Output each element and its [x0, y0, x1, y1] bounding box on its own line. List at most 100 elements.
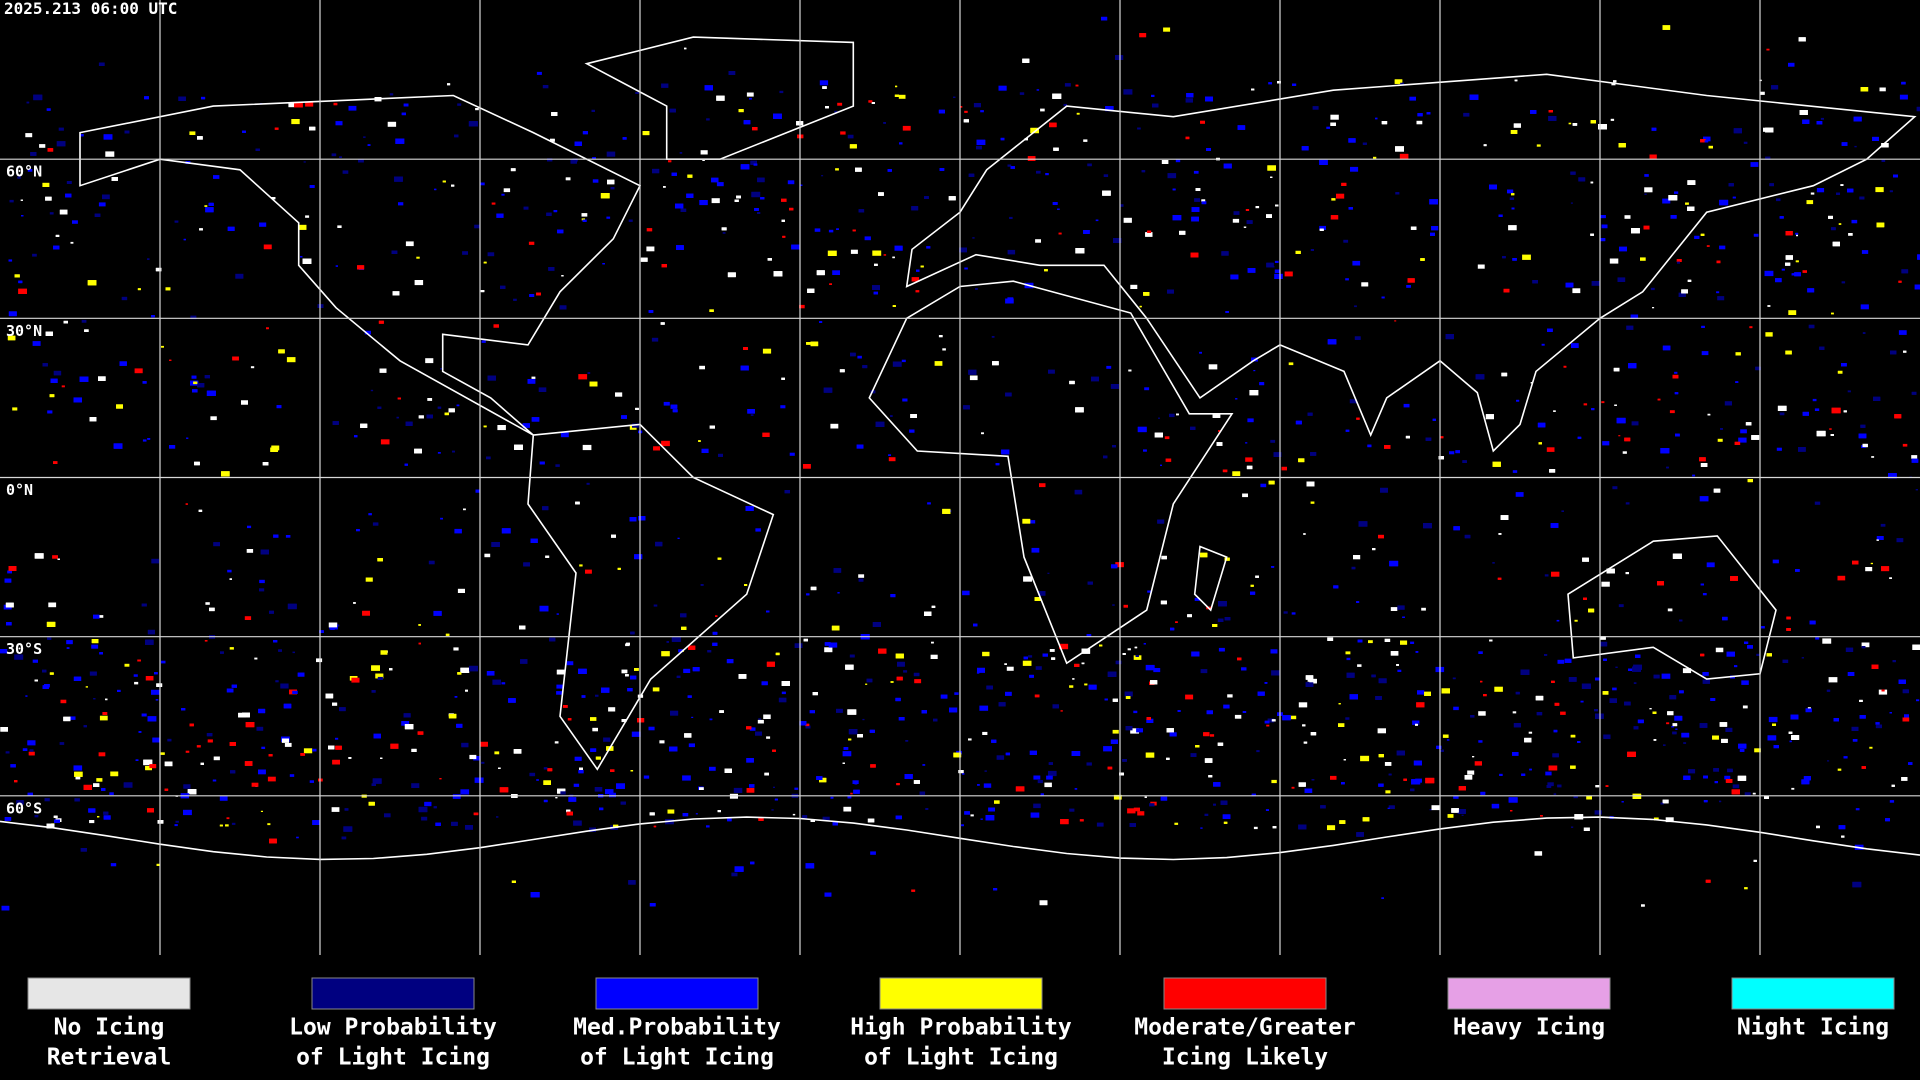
cloud-speckle [1343, 239, 1349, 243]
cloud-speckle [1662, 799, 1669, 804]
cloud-speckle [850, 792, 853, 795]
cloud-speckle [1683, 742, 1687, 744]
cloud-speckle [197, 136, 203, 140]
cloud-speckle [1521, 773, 1526, 776]
cloud-speckle [727, 818, 732, 822]
cloud-speckle [1497, 577, 1502, 580]
cloud-speckle [543, 799, 548, 803]
cloud-speckle [1234, 714, 1242, 719]
cloud-speckle [969, 375, 978, 381]
cloud-speckle [852, 229, 856, 232]
cloud-speckle [1702, 672, 1709, 676]
cloud-speckle [1035, 666, 1042, 670]
cloud-speckle [1204, 813, 1209, 816]
cloud-speckle [1732, 196, 1736, 199]
cloud-speckle [1893, 174, 1898, 178]
cloud-speckle [763, 714, 771, 719]
cloud-speckle [1306, 481, 1315, 487]
cloud-speckle [1042, 653, 1048, 657]
cloud-speckle [1394, 320, 1397, 322]
cloud-speckle [1006, 666, 1014, 671]
cloud-speckle [1599, 641, 1608, 647]
cloud-speckle [1911, 391, 1917, 395]
cloud-speckle [370, 389, 374, 392]
cloud-speckle [1352, 260, 1361, 266]
cloud-speckle [1734, 441, 1741, 445]
cloud-speckle [878, 648, 887, 654]
cloud-speckle [144, 96, 149, 100]
cloud-speckle [590, 717, 597, 721]
cloud-speckle [1591, 281, 1600, 286]
cloud-speckle [34, 679, 38, 682]
cloud-speckle [547, 768, 553, 772]
cloud-speckle [964, 110, 968, 113]
cloud-speckle [1485, 414, 1494, 420]
cloud-speckle [1881, 689, 1885, 692]
cloud-speckle [1052, 704, 1059, 709]
cloud-speckle [1509, 197, 1515, 200]
cloud-speckle [1547, 782, 1554, 787]
cloud-speckle [1399, 153, 1409, 159]
cloud-speckle [1377, 728, 1386, 734]
cloud-speckle [1086, 634, 1092, 637]
cloud-speckle [1845, 647, 1854, 652]
cloud-speckle [213, 542, 220, 547]
cloud-speckle [1816, 121, 1823, 125]
cloud-speckle [994, 800, 1000, 804]
cloud-speckle [1147, 590, 1151, 593]
cloud-speckle [1754, 748, 1761, 753]
cloud-speckle [164, 788, 169, 791]
cloud-speckle [953, 752, 962, 758]
cloud-speckle [208, 202, 214, 206]
cloud-speckle [1713, 768, 1719, 772]
cloud-speckle [837, 592, 840, 594]
cloud-speckle [1019, 92, 1025, 95]
cloud-speckle [869, 729, 875, 733]
cloud-speckle [586, 482, 590, 485]
cloud-speckle [755, 731, 762, 736]
cloud-speckle [1407, 278, 1415, 283]
cloud-speckle [1515, 492, 1524, 497]
cloud-speckle [1889, 190, 1893, 193]
cloud-speckle [1501, 372, 1508, 377]
cloud-speckle [403, 103, 409, 107]
cloud-speckle [475, 489, 481, 493]
cloud-speckle [1662, 25, 1671, 30]
cloud-speckle [377, 676, 383, 680]
cloud-speckle [1876, 539, 1879, 541]
cloud-speckle [1384, 762, 1392, 766]
cloud-speckle [389, 93, 394, 96]
cloud-speckle [570, 159, 577, 164]
cloud-speckle [1478, 711, 1486, 716]
cloud-speckle [789, 207, 794, 211]
cloud-speckle [926, 246, 931, 249]
cloud-speckle [1305, 675, 1314, 680]
cloud-speckle [0, 727, 8, 732]
cloud-speckle [896, 676, 903, 681]
cloud-speckle [53, 815, 58, 818]
cloud-speckle [1568, 677, 1577, 682]
cloud-speckle [1601, 581, 1610, 587]
cloud-speckle [1865, 567, 1873, 572]
cloud-speckle [858, 574, 865, 578]
cloud-speckle [309, 126, 316, 131]
cloud-speckle [1716, 291, 1720, 294]
cloud-speckle [1662, 345, 1671, 351]
cloud-speckle [1160, 464, 1162, 466]
cloud-speckle [1469, 94, 1479, 100]
cloud-speckle [1129, 823, 1136, 827]
cloud-speckle [1672, 731, 1677, 735]
cloud-speckle [914, 679, 922, 684]
cloud-speckle [1127, 808, 1136, 814]
cloud-speckle [1512, 258, 1517, 261]
cloud-speckle [779, 90, 784, 94]
cloud-speckle [816, 776, 823, 780]
cloud-speckle [1005, 298, 1014, 304]
cloud-speckle [1631, 421, 1639, 426]
cloud-speckle [1397, 669, 1402, 672]
cloud-speckle [1549, 469, 1556, 473]
cloud-speckle [1135, 655, 1139, 657]
cloud-speckle [1447, 814, 1454, 818]
cloud-speckle [1668, 195, 1678, 201]
cloud-speckle [437, 406, 442, 409]
